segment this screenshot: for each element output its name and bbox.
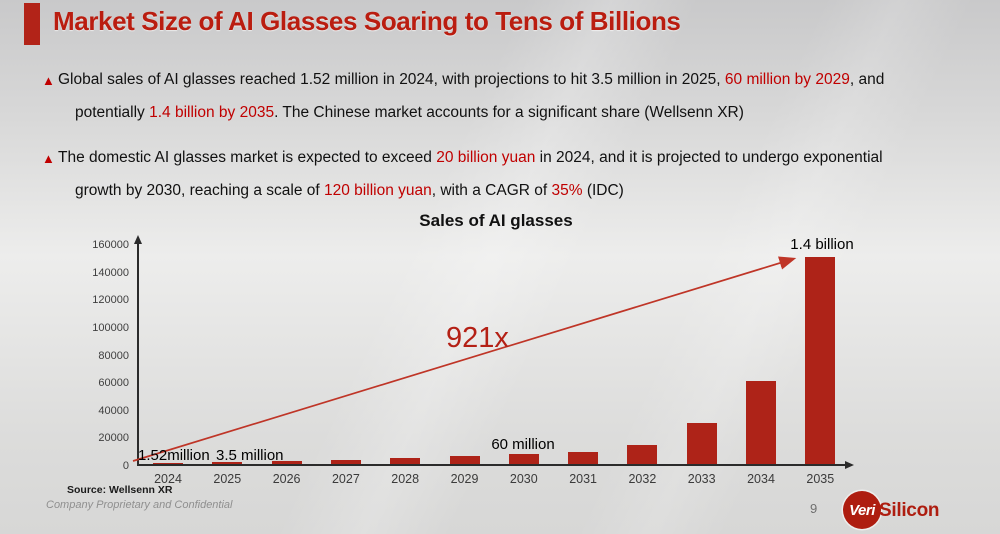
logo-circle-text: Veri [849,501,875,519]
annotation-3-5-million: 3.5 million [216,447,284,464]
annotation-60-million: 60 million [491,436,555,453]
verisilicon-logo: Veri Silicon [843,491,993,531]
x-axis-label-2033: 2033 [687,472,716,486]
body-text: in 2024, and it is projected to undergo … [75,149,883,199]
y-axis-tick-label: 160000 [92,239,129,251]
body-text: The domestic AI glasses market is expect… [58,149,437,166]
title-accent-bar [24,3,40,45]
bullet-text: The domestic AI glasses market is expect… [58,149,883,199]
highlighted-text: 35% [551,182,583,199]
x-axis-label-2030: 2030 [509,472,538,486]
y-axis-tick-label: 120000 [92,294,129,307]
highlighted-text: 1.4 billion by 2035 [149,104,275,121]
bar-2024 [153,462,183,464]
x-axis [137,464,845,466]
x-axis-label-2029: 2029 [450,472,479,486]
highlighted-text: 120 billion yuan [324,182,432,199]
y-axis [137,243,139,466]
y-axis-tick-label: 140000 [92,266,129,279]
bar-2032 [627,444,658,464]
body-text: . The Chinese market accounts for a sign… [274,104,744,121]
body-text: , and potentially [75,71,885,121]
bullet-global-sales: ▲ Global sales of AI glasses reached 1.52… [42,63,914,129]
bullet-triangle-icon: ▲ [42,73,55,88]
y-axis-tick-label: 20000 [98,432,129,445]
growth-multiplier-label: 921x [446,322,509,354]
x-axis-label-2031: 2031 [569,472,597,486]
bar-2034 [746,381,776,464]
confidentiality-note: Company Proprietary and Confidential [46,499,233,511]
x-axis-label-2025: 2025 [213,472,242,486]
body-text: (IDC) [582,182,624,199]
logo-wordmark: Silicon [879,500,940,521]
y-axis-tick-label: 60000 [98,377,129,390]
y-axis-tick-label: 80000 [98,349,129,362]
bar-2025 [212,461,243,464]
body-text: , with a CAGR of [431,182,552,199]
bar-2029 [449,456,480,464]
bullet-domestic-market: ▲ The domestic AI glasses market is expec… [42,141,914,207]
y-axis-tick-label: 100000 [92,321,129,334]
bullet-text: Global sales of AI glasses reached 1.52 … [58,71,884,121]
annotation-1-4-billion: 1.4 billion [790,236,854,253]
bullet-list: ▲ Global sales of AI glasses reached 1.52… [42,63,914,207]
bar-2028 [390,458,421,464]
page-number: 9 [810,501,818,516]
x-axis-label-2028: 2028 [391,472,420,486]
sales-chart: 1.52million 3.5 million 60 million 1.4 b… [92,235,855,486]
body-text: Global sales of AI glasses reached 1.52 … [58,71,725,88]
bar-2030 [508,454,539,464]
bar-2031 [568,451,599,464]
x-axis-label-2027: 2027 [331,472,360,486]
bar-2035 [805,256,836,464]
highlighted-text: 20 billion yuan [436,149,536,166]
y-axis-arrowhead-icon [134,235,142,244]
y-axis-tick-label: 40000 [98,404,129,417]
x-axis-label-2034: 2034 [747,472,775,486]
highlighted-text: 60 million by 2029 [724,71,850,88]
x-axis-label-2026: 2026 [272,472,301,486]
bullet-triangle-icon: ▲ [42,151,55,166]
bar-2027 [330,459,361,464]
y-axis-tick-label: 0 [122,460,129,472]
x-axis-label-2035: 2035 [806,472,835,486]
annotation-1-52-million: 1.52million [138,447,210,464]
chart-title: Sales of AI glasses [419,211,573,230]
page-title: Market Size of AI Glasses Soaring to Ten… [53,6,681,36]
logo-circle-icon: Veri [843,491,881,529]
x-axis-arrowhead-icon [845,461,854,469]
source-note: Source: Wellsenn XR [67,484,173,496]
bar-2033 [686,423,717,464]
x-axis-label-2032: 2032 [628,472,657,486]
x-axis-label-2024: 2024 [154,472,182,486]
bar-2026 [271,460,302,464]
